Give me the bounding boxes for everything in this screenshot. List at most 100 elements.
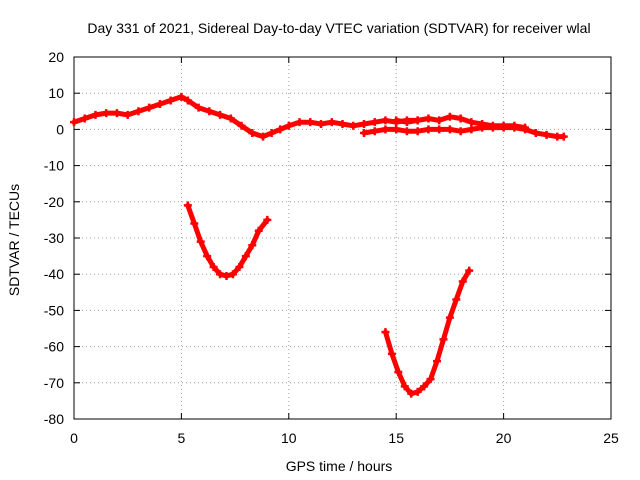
dip-trace-1 bbox=[183, 201, 272, 281]
data-point bbox=[190, 219, 199, 228]
data-point bbox=[458, 277, 467, 286]
data-point bbox=[205, 107, 214, 116]
data-point bbox=[559, 132, 568, 141]
x-tick-label: 5 bbox=[178, 430, 186, 446]
data-point bbox=[499, 121, 508, 130]
y-tick-label: 20 bbox=[48, 49, 64, 65]
data-point bbox=[259, 132, 268, 141]
data-point bbox=[392, 125, 401, 134]
data-point bbox=[166, 96, 175, 105]
data-point bbox=[91, 110, 100, 119]
data-point bbox=[445, 112, 454, 121]
data-point bbox=[381, 328, 390, 337]
x-tick-label: 0 bbox=[70, 430, 78, 446]
data-point bbox=[248, 241, 257, 250]
x-tick-label: 25 bbox=[603, 430, 619, 446]
data-point bbox=[413, 127, 422, 136]
data-point bbox=[235, 262, 244, 271]
data-point bbox=[433, 357, 442, 366]
main-trace-a bbox=[70, 92, 422, 141]
data-point bbox=[467, 125, 476, 134]
data-point bbox=[392, 116, 401, 125]
chart-title: Day 331 of 2021, Sidereal Day-to-day VTE… bbox=[87, 20, 590, 36]
dip-trace-2 bbox=[381, 266, 474, 398]
main-trace-c bbox=[392, 112, 530, 132]
data-point bbox=[237, 121, 246, 130]
data-point bbox=[222, 272, 231, 281]
data-point bbox=[452, 295, 461, 304]
y-tick-label: -20 bbox=[44, 194, 64, 210]
data-point bbox=[194, 103, 203, 112]
data-point bbox=[413, 387, 422, 396]
data-point bbox=[276, 125, 285, 134]
y-axis-label: SDTVAR / TECUs bbox=[6, 184, 22, 296]
y-tick-label: 10 bbox=[48, 85, 64, 101]
data-point bbox=[413, 116, 422, 125]
data-point bbox=[402, 127, 411, 136]
data-point bbox=[435, 116, 444, 125]
data-point bbox=[521, 123, 530, 132]
data-point bbox=[284, 121, 293, 130]
data-point bbox=[177, 92, 186, 101]
data-point bbox=[254, 226, 263, 235]
data-point bbox=[349, 121, 358, 130]
data-point bbox=[263, 215, 272, 224]
data-point bbox=[123, 110, 132, 119]
data-point bbox=[327, 118, 336, 127]
data-point bbox=[226, 114, 235, 123]
x-tick-label: 15 bbox=[388, 430, 404, 446]
data-point bbox=[203, 252, 212, 261]
axis-ticks bbox=[73, 56, 612, 420]
data-point bbox=[145, 103, 154, 112]
main-trace-b bbox=[359, 123, 568, 141]
data-point bbox=[467, 118, 476, 127]
y-tick-label: -60 bbox=[44, 339, 64, 355]
data-point bbox=[456, 127, 465, 136]
y-tick-label: -40 bbox=[44, 266, 64, 282]
data-point bbox=[112, 109, 121, 118]
data-point bbox=[317, 119, 326, 128]
data-point bbox=[216, 110, 225, 119]
data-point bbox=[338, 119, 347, 128]
data-point bbox=[445, 313, 454, 322]
data-point bbox=[407, 389, 416, 398]
data-point bbox=[387, 349, 396, 358]
data-point bbox=[426, 375, 435, 384]
data-point bbox=[400, 382, 409, 391]
y-tick-label: -30 bbox=[44, 230, 64, 246]
y-tick-label: -10 bbox=[44, 158, 64, 174]
data-point bbox=[241, 252, 250, 261]
data-point bbox=[435, 125, 444, 134]
data-point bbox=[465, 266, 474, 275]
data-point bbox=[359, 119, 368, 128]
data-point bbox=[134, 107, 143, 116]
data-point bbox=[295, 118, 304, 127]
data-point bbox=[381, 125, 390, 134]
data-point bbox=[306, 118, 315, 127]
data-point bbox=[228, 270, 237, 279]
data-point bbox=[478, 119, 487, 128]
y-tick-label: -80 bbox=[44, 411, 64, 427]
data-point bbox=[370, 118, 379, 127]
data-point bbox=[196, 237, 205, 246]
data-point bbox=[445, 125, 454, 134]
data-point bbox=[542, 130, 551, 139]
data-point bbox=[381, 116, 390, 125]
x-tick-label: 10 bbox=[281, 430, 297, 446]
y-tick-label: -70 bbox=[44, 375, 64, 391]
data-point bbox=[183, 96, 192, 105]
data-point bbox=[70, 118, 78, 127]
data-point bbox=[183, 201, 192, 210]
data-point bbox=[510, 121, 519, 130]
data-point bbox=[248, 129, 257, 138]
data-point bbox=[209, 262, 218, 271]
data-point bbox=[456, 114, 465, 123]
data-point bbox=[267, 129, 276, 138]
data-point bbox=[80, 114, 89, 123]
main-trace-a-line bbox=[71, 94, 421, 140]
data-point bbox=[359, 129, 368, 138]
data-series bbox=[70, 92, 568, 398]
data-point bbox=[216, 270, 225, 279]
data-point bbox=[155, 100, 164, 109]
